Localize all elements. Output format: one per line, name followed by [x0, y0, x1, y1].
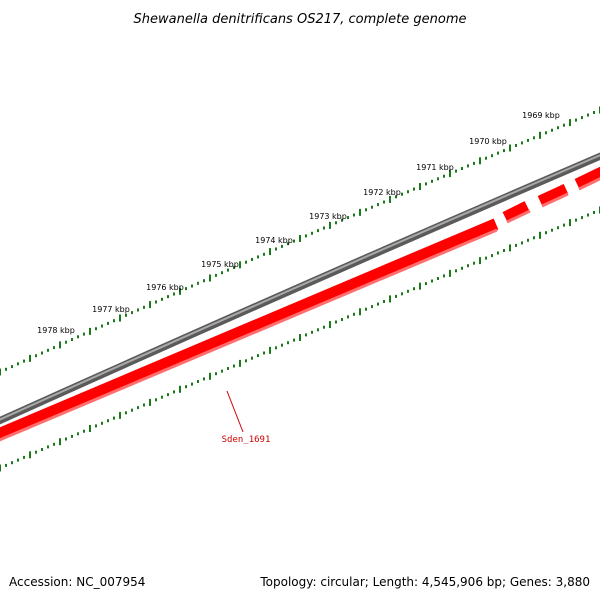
kbp-label: 1972 kbp — [363, 188, 401, 197]
gene-feature-shade — [541, 192, 569, 208]
inner-scale-ticks — [0, 206, 600, 472]
gene-label-leader — [226, 390, 244, 433]
gene-feature-shade — [578, 177, 600, 191]
map-title: Shewanella denitrificans OS217, complete… — [134, 12, 467, 27]
kbp-labels: 1969 kbp 1970 kbp 1971 kbp 1972 kbp 1973 kbp… — [37, 111, 560, 335]
gene-features — [0, 166, 600, 442]
genome-summary: Topology: circular; Length: 4,545,906 bp… — [259, 575, 590, 589]
genome-backbone-highlight — [0, 154, 600, 421]
kbp-label: 1978 kbp — [37, 326, 75, 335]
kbp-label: 1970 kbp — [469, 137, 507, 146]
genome-backbone — [0, 152, 600, 425]
gene-feature[interactable] — [574, 166, 600, 189]
kbp-label: 1976 kbp — [146, 283, 184, 292]
gene-label-sden-1691[interactable]: Sden_1691 — [222, 435, 271, 445]
gene-feature[interactable] — [537, 184, 569, 206]
gene-feature-sden-1691-shade — [0, 228, 498, 442]
kbp-label: 1975 kbp — [201, 260, 239, 269]
kbp-label: 1973 kbp — [309, 212, 347, 221]
outer-scale-ticks — [0, 106, 600, 376]
kbp-label: 1977 kbp — [92, 305, 130, 314]
kbp-label: 1971 kbp — [416, 163, 454, 172]
kbp-label: 1969 kbp — [522, 111, 560, 120]
kbp-label: 1974 kbp — [255, 236, 293, 245]
gene-feature-sden-1691[interactable] — [0, 218, 499, 441]
gene-feature[interactable] — [502, 201, 530, 222]
gene-feature-shade — [506, 209, 531, 224]
accession-text: Accession: NC_007954 — [9, 575, 145, 589]
